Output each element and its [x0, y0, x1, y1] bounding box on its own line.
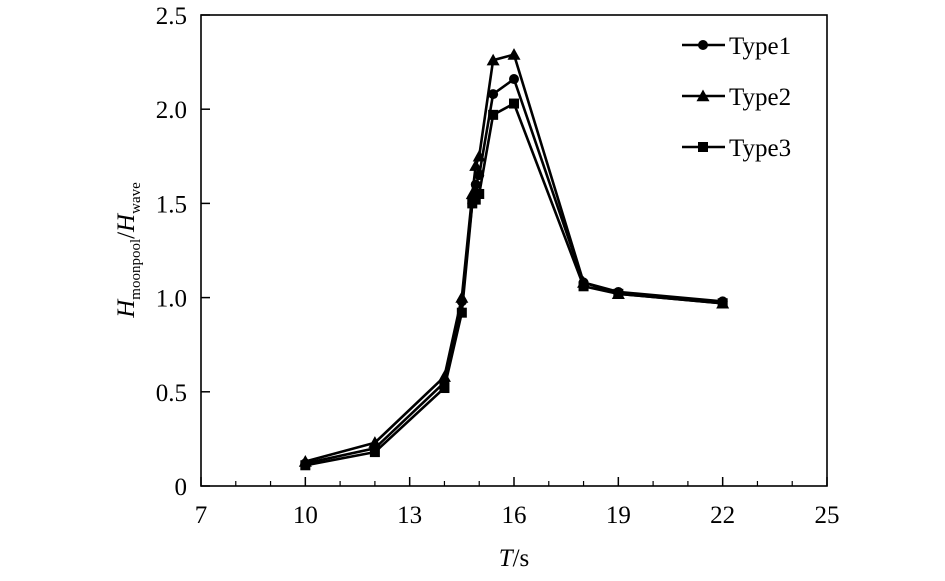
series-type1: [300, 74, 728, 469]
data-point-type3: [488, 109, 499, 120]
legend-item-type3: Type3: [682, 135, 791, 162]
data-point-type3: [300, 460, 311, 471]
y-tick-label: 0.5: [156, 380, 187, 407]
y-tick-label: 1.5: [156, 191, 187, 218]
data-point-type3: [717, 298, 728, 309]
series-line-type2: [304, 53, 723, 463]
data-point-type2: [368, 436, 382, 448]
y-axis-title: Hmoonpool/Hwave: [113, 182, 144, 319]
data-point-type3: [509, 98, 519, 109]
legend-label: Type2: [729, 84, 791, 111]
x-tick-label: 16: [502, 502, 527, 529]
data-point-type3: [369, 447, 380, 458]
x-tick-label: 25: [815, 502, 840, 529]
series-line-type3: [305, 101, 723, 467]
data-point-type2: [469, 159, 483, 171]
x-tick-label: 10: [293, 502, 318, 529]
legend-label: Type3: [729, 135, 791, 162]
y-tick-label: 2.0: [156, 97, 187, 124]
x-axis-unit: /s: [513, 545, 530, 572]
data-point-type3: [439, 383, 450, 394]
legend-marker-triangle: [696, 89, 710, 102]
data-point-type3: [613, 288, 624, 299]
data-point-type3: [470, 194, 481, 205]
data-point-type3: [456, 307, 467, 318]
data-series: [298, 48, 730, 471]
y-tick-label: 1.0: [156, 286, 187, 313]
legend-marker-square: [698, 142, 708, 152]
x-axis-title: T/s: [499, 545, 530, 572]
data-point-type1: [509, 74, 519, 85]
data-point-type2: [472, 149, 486, 162]
x-axis-var: T: [499, 545, 515, 572]
x-tick-label: 13: [397, 502, 422, 529]
x-tick-label: 7: [195, 502, 208, 529]
series-line-type1: [305, 77, 723, 465]
series-type3: [300, 98, 728, 471]
data-point-type2: [486, 53, 500, 66]
legend-item-type2: Type2: [682, 84, 791, 111]
legend-label: Type1: [729, 33, 791, 60]
y-tick-label: 2.5: [156, 3, 187, 30]
axis-ticks: [200, 14, 828, 487]
series-type2: [298, 48, 730, 467]
y-axis-num-sub: moonpool: [128, 239, 144, 300]
y-axis-den-var: H: [113, 212, 140, 233]
y-axis-num-var: H: [113, 298, 140, 319]
legend-marker-circle: [698, 40, 708, 50]
data-point-type2: [507, 48, 521, 60]
data-point-type3: [578, 281, 589, 292]
x-tick-label: 22: [710, 502, 735, 529]
data-point-type2: [455, 291, 469, 303]
x-tick-label: 19: [606, 502, 631, 529]
data-point-type1: [488, 89, 499, 100]
tick-labels: 7 10 13 16 19 22 25 0 0.5 1.0 1.5 2.0 2.5: [156, 3, 840, 529]
y-axis-den-sub: wave: [128, 182, 144, 214]
data-point-type3: [474, 188, 485, 199]
y-tick-label: 0: [175, 474, 188, 501]
legend: Type1 Type2 Type3: [682, 33, 791, 162]
legend-item-type1: Type1: [682, 33, 791, 60]
y-axis-sep: /: [113, 232, 140, 239]
